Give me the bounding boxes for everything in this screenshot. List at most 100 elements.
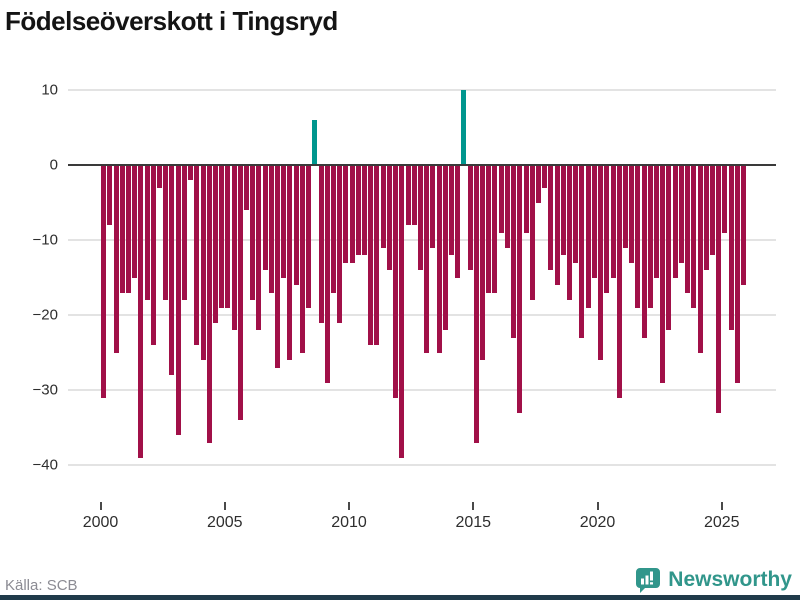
bar [393,165,399,398]
bar [610,165,616,278]
bar [281,165,287,278]
x-axis-tick [472,502,475,510]
bar [641,165,647,338]
bar [175,165,181,435]
y-axis-tick-label: −20 [32,306,58,324]
bar [225,165,231,308]
bottom-band [0,595,800,600]
y-axis-tick-label: 0 [49,156,58,174]
x-axis-tick-label: 2025 [703,514,740,531]
y-axis-tick-label: −40 [32,456,58,474]
bar [237,165,243,420]
x-axis-tick [223,502,226,510]
bar [573,165,579,263]
gridline [68,314,776,316]
bar [330,165,336,293]
bar [622,165,628,248]
bar [312,120,318,165]
x-axis-tick [348,502,350,510]
source-label: Källa: SCB [5,577,78,594]
bar [691,165,697,308]
newsworthy-logo-text: Newsworthy [668,568,792,591]
bar [405,165,411,225]
bar [728,165,734,330]
bar [337,165,343,323]
x-axis-tick [99,502,102,510]
bar [722,165,728,233]
zero-line [68,164,776,166]
bar [697,165,703,353]
bar [560,165,566,255]
bar [343,165,349,263]
bar [567,165,573,300]
y-axis-tick-label: −30 [32,381,58,399]
bar [374,165,380,345]
gridline [68,389,776,391]
bar [542,165,548,188]
x-axis-tick-label: 2015 [455,514,492,531]
newsworthy-logo-mark-icon [635,567,661,593]
bar [411,165,417,225]
bar [734,165,740,383]
bar [449,165,454,255]
gridline [68,89,776,91]
bar [430,165,436,248]
bar [436,165,442,353]
bar [157,165,163,188]
bar [324,165,330,383]
bar [262,165,268,270]
bar [504,165,510,248]
bar [424,165,430,353]
bar [672,165,678,278]
bar [616,165,622,398]
bar [635,165,641,308]
bar [268,165,274,293]
bar [256,165,262,330]
x-axis-tick-label: 2020 [579,514,616,531]
bar [486,165,492,293]
bar [442,165,448,330]
bar [362,165,368,255]
x-axis-tick [720,502,723,510]
bar [604,165,610,293]
bar [119,165,125,293]
bar [523,165,529,233]
bar [275,165,281,368]
bar [529,165,535,300]
bar [598,165,604,360]
bar [243,165,249,210]
bar [585,165,591,308]
bar [455,165,461,278]
bar [554,165,560,285]
bar [181,165,187,300]
bar [703,165,709,270]
bar [629,165,635,263]
bar [660,165,666,383]
bar [666,165,672,330]
x-axis-tick-label: 2010 [331,514,367,531]
bar [188,165,194,180]
bar [417,165,423,270]
bar [498,165,504,233]
bar [548,165,554,270]
bar [480,165,486,360]
bar [709,165,715,255]
bar [150,165,156,345]
bar [399,165,405,458]
bar [591,165,597,278]
bar [685,165,691,293]
bar [678,165,684,263]
x-axis-tick [596,502,599,510]
bar [492,165,498,293]
bar [206,165,212,443]
bar [740,165,746,285]
bar [299,165,305,353]
newsworthy-logo: Newsworthy [635,567,792,593]
bar [101,165,107,398]
bar [467,165,473,270]
page-title: Födelseöverskott i Tingsryd [5,6,338,36]
bar [169,165,175,375]
bar [473,165,479,443]
bar [287,165,293,360]
